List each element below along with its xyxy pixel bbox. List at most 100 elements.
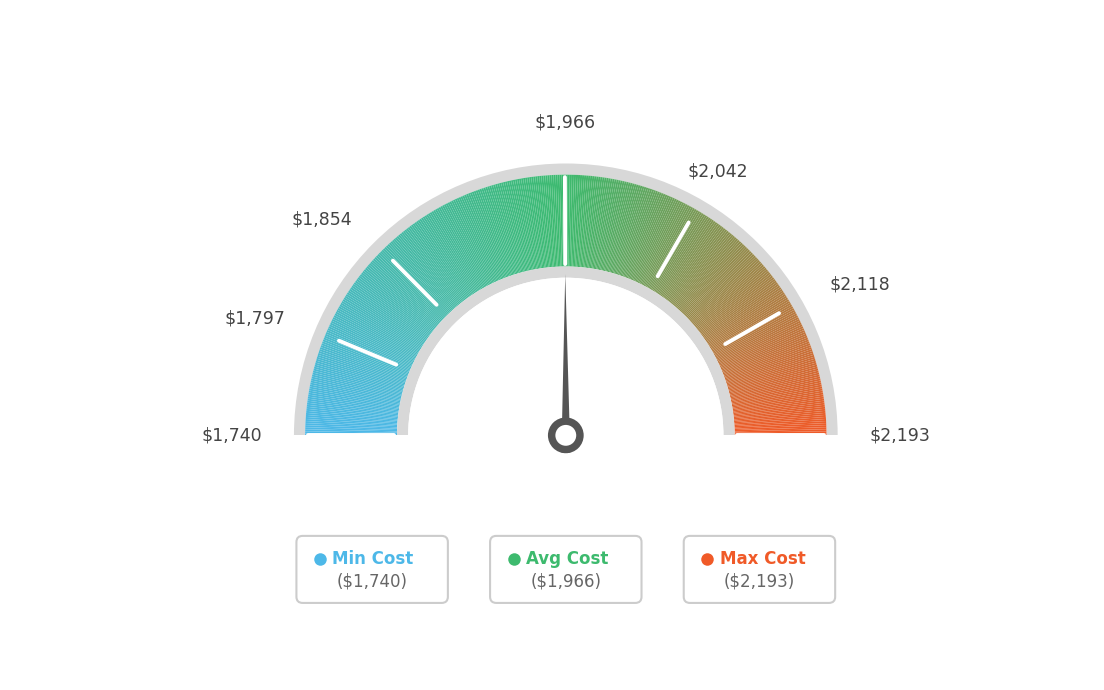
Wedge shape (729, 368, 818, 393)
Wedge shape (626, 192, 660, 278)
Wedge shape (634, 197, 673, 282)
Wedge shape (435, 209, 482, 289)
Wedge shape (531, 177, 544, 268)
Wedge shape (317, 355, 405, 384)
Wedge shape (614, 186, 643, 274)
Wedge shape (361, 273, 434, 331)
Wedge shape (344, 295, 423, 346)
Wedge shape (734, 417, 826, 425)
Wedge shape (643, 203, 686, 286)
Wedge shape (309, 388, 400, 406)
Wedge shape (675, 236, 735, 307)
Wedge shape (635, 198, 675, 282)
Wedge shape (696, 269, 768, 328)
Wedge shape (718, 321, 800, 362)
Wedge shape (335, 313, 416, 357)
Wedge shape (595, 179, 613, 269)
Wedge shape (417, 219, 471, 297)
Wedge shape (730, 373, 819, 396)
Wedge shape (709, 295, 787, 346)
Wedge shape (491, 185, 519, 274)
Wedge shape (596, 179, 615, 270)
Wedge shape (407, 227, 465, 301)
Wedge shape (723, 339, 809, 375)
Wedge shape (671, 232, 731, 304)
Wedge shape (312, 373, 402, 396)
Wedge shape (309, 391, 400, 408)
Wedge shape (322, 342, 408, 375)
Wedge shape (678, 240, 740, 310)
Wedge shape (511, 180, 531, 270)
Circle shape (555, 425, 576, 446)
Wedge shape (310, 380, 401, 401)
Wedge shape (733, 395, 824, 411)
Wedge shape (325, 334, 411, 371)
Wedge shape (637, 199, 677, 283)
Wedge shape (668, 228, 725, 302)
Wedge shape (731, 382, 821, 402)
Wedge shape (569, 175, 572, 266)
Wedge shape (615, 186, 645, 275)
Wedge shape (378, 254, 445, 319)
Wedge shape (329, 324, 413, 364)
Wedge shape (680, 244, 744, 313)
Wedge shape (315, 364, 403, 391)
Wedge shape (380, 251, 446, 317)
Wedge shape (649, 209, 697, 289)
Wedge shape (374, 257, 443, 321)
Wedge shape (319, 349, 406, 381)
Wedge shape (732, 386, 822, 405)
Wedge shape (583, 176, 594, 268)
Wedge shape (539, 176, 550, 268)
Wedge shape (732, 393, 824, 409)
Wedge shape (679, 242, 743, 311)
Wedge shape (725, 349, 813, 381)
Wedge shape (575, 175, 582, 267)
Wedge shape (332, 317, 415, 360)
Wedge shape (305, 433, 397, 435)
Wedge shape (558, 175, 562, 266)
Wedge shape (316, 361, 404, 388)
Wedge shape (527, 177, 542, 268)
Text: Avg Cost: Avg Cost (527, 551, 608, 569)
Wedge shape (574, 175, 580, 267)
Wedge shape (474, 190, 508, 277)
Wedge shape (628, 193, 664, 279)
Wedge shape (698, 273, 771, 331)
FancyBboxPatch shape (297, 536, 448, 603)
Wedge shape (341, 301, 421, 349)
Wedge shape (444, 204, 488, 286)
Wedge shape (726, 355, 815, 384)
Wedge shape (622, 189, 654, 277)
Wedge shape (721, 332, 806, 370)
Wedge shape (310, 382, 401, 402)
Wedge shape (656, 215, 708, 293)
Wedge shape (732, 388, 822, 406)
Wedge shape (370, 262, 440, 324)
Wedge shape (330, 322, 414, 364)
Wedge shape (587, 177, 601, 268)
Wedge shape (457, 198, 497, 282)
Wedge shape (505, 181, 528, 271)
Wedge shape (383, 248, 448, 315)
Wedge shape (336, 312, 417, 356)
Wedge shape (730, 375, 820, 397)
Wedge shape (654, 213, 703, 292)
Wedge shape (321, 343, 407, 377)
Wedge shape (598, 179, 618, 270)
Wedge shape (372, 260, 440, 323)
Wedge shape (340, 303, 421, 351)
Wedge shape (386, 246, 450, 313)
Wedge shape (728, 361, 816, 388)
Wedge shape (713, 308, 794, 354)
Wedge shape (373, 258, 442, 322)
Wedge shape (308, 393, 400, 409)
Wedge shape (357, 279, 431, 335)
Wedge shape (705, 289, 783, 342)
Wedge shape (689, 257, 757, 321)
Wedge shape (699, 275, 773, 333)
Wedge shape (521, 178, 538, 269)
Wedge shape (571, 175, 576, 266)
Wedge shape (360, 274, 433, 332)
Wedge shape (484, 188, 513, 275)
